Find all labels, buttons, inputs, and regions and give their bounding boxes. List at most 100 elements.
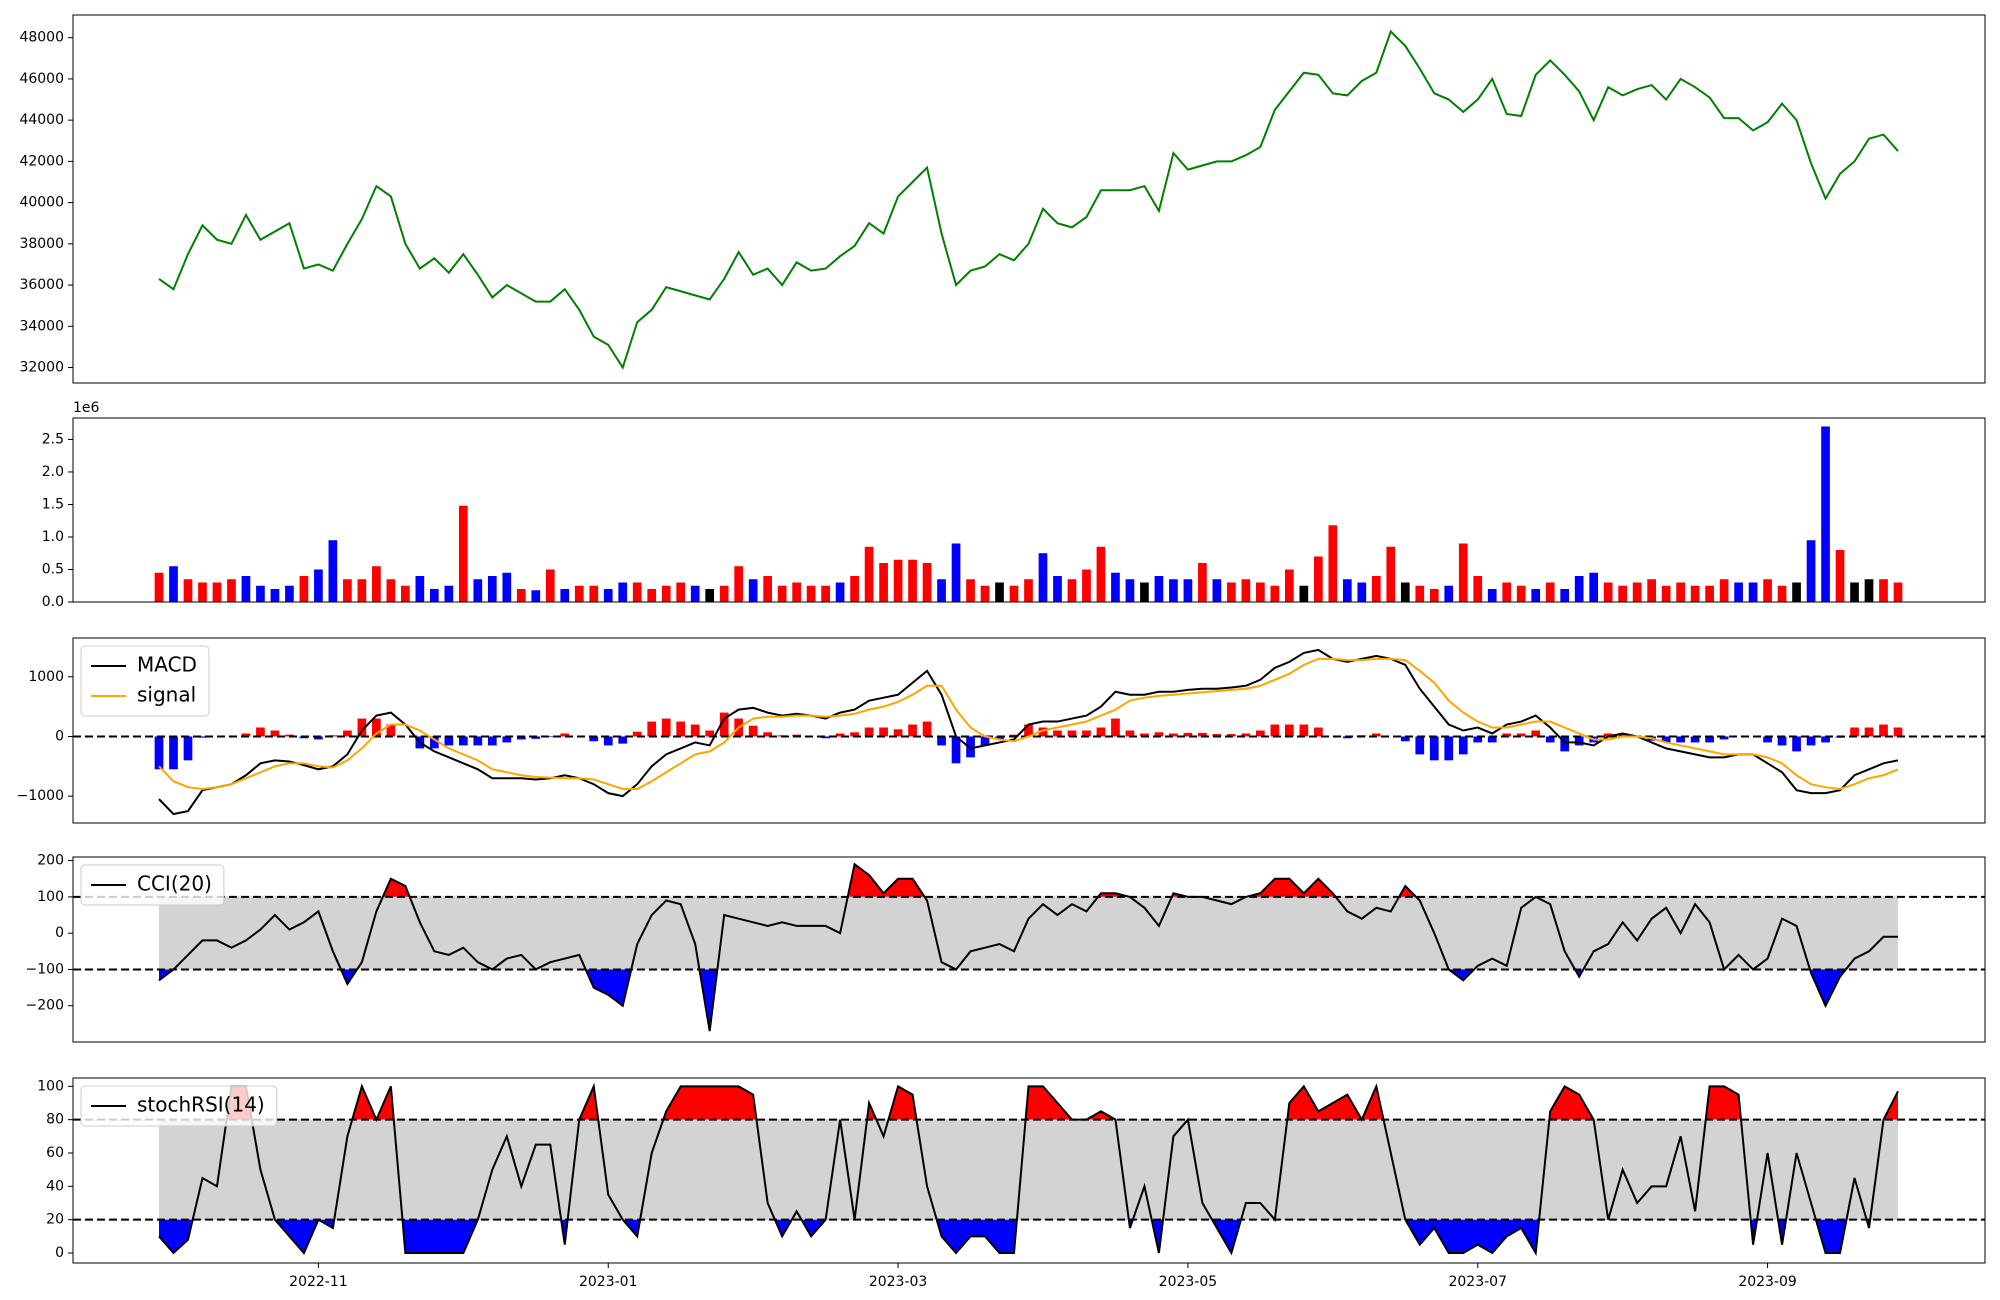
volume-bar	[1328, 525, 1338, 602]
volume-bar	[618, 582, 628, 602]
series-line	[158, 1082, 1899, 1257]
volume-bar	[458, 505, 468, 602]
volume-bar	[1719, 579, 1729, 602]
axes-frame	[72, 1077, 1986, 1264]
histogram-bar	[1719, 736, 1729, 740]
histogram-bar	[1516, 733, 1526, 737]
legend: stochRSI(14)	[80, 1085, 278, 1127]
y-tick-label: 44000	[19, 112, 64, 128]
volume-bar	[1024, 579, 1033, 602]
volume-bar	[951, 543, 961, 602]
volume-bar	[154, 572, 164, 602]
volume-bar	[1285, 569, 1294, 602]
x-tick-label: 2022-11	[289, 1274, 348, 1290]
histogram-bar	[314, 736, 323, 740]
volume-bar	[1487, 588, 1497, 602]
volume-bar	[429, 588, 439, 602]
histogram-bar	[661, 718, 671, 737]
volume-bar	[299, 575, 309, 602]
volume-bar	[1183, 579, 1193, 602]
histogram-bar	[1067, 730, 1077, 737]
volume-bar	[1850, 582, 1859, 602]
volume-bar	[1647, 579, 1656, 602]
y-tick-label: 46000	[19, 71, 64, 87]
volume-bar	[444, 585, 454, 602]
legend-label: CCI(20)	[137, 872, 212, 896]
volume-bar	[372, 566, 381, 602]
histogram-bar	[183, 736, 193, 761]
histogram-bar	[1560, 736, 1570, 752]
volume-bar	[937, 579, 946, 602]
legend-label: MACD	[137, 653, 197, 677]
neutral-band	[159, 896, 1898, 970]
legend-label: signal	[137, 683, 196, 707]
histogram-bar	[1487, 736, 1497, 743]
histogram-bar	[1893, 727, 1903, 737]
histogram-bar	[1415, 736, 1425, 755]
histogram-bar	[458, 736, 468, 746]
y-tick-label: 2.0	[42, 464, 64, 480]
histogram-bar	[386, 724, 396, 737]
volume-bar	[1574, 575, 1584, 602]
y-tick-label: 38000	[19, 236, 64, 252]
volume-bar	[763, 575, 772, 602]
volume-bar	[1864, 579, 1874, 602]
volume-bar	[1212, 579, 1222, 602]
volume-bar	[1792, 582, 1801, 602]
volume-bar	[241, 575, 251, 602]
volume-bar	[922, 562, 932, 602]
y-tick-label: 0.0	[42, 594, 64, 610]
volume-bar	[285, 585, 294, 602]
histogram-bar	[1038, 727, 1048, 737]
oversold-fill	[159, 969, 1898, 1032]
histogram-bar	[1458, 736, 1468, 755]
y-tick-label: 34000	[19, 318, 64, 334]
histogram-bar	[256, 727, 265, 737]
histogram-bar	[1313, 727, 1323, 737]
histogram-bar	[763, 732, 772, 737]
legend: MACD signal	[80, 645, 210, 717]
histogram-bar	[1705, 736, 1714, 743]
histogram-bar	[372, 718, 381, 737]
volume-bar	[879, 562, 888, 602]
volume-bar	[850, 575, 859, 602]
y-tick-label: 0	[55, 925, 64, 941]
histogram-bar	[1241, 733, 1251, 737]
legend-box	[80, 864, 225, 906]
volume-bar	[1386, 546, 1396, 602]
histogram-bar	[169, 736, 178, 770]
volume-bar	[1140, 582, 1149, 602]
histogram-bar	[1444, 736, 1454, 761]
volume-bar	[1342, 579, 1352, 602]
histogram-bar	[545, 736, 555, 738]
histogram-bar	[864, 727, 874, 737]
histogram-bar	[618, 736, 628, 744]
histogram-bar	[1125, 730, 1135, 737]
overbought-fill	[226, 1086, 1898, 1120]
histogram-bar	[748, 725, 758, 737]
volume-bar	[1009, 585, 1019, 602]
volume-bar	[343, 579, 352, 602]
histogram-bar	[1285, 724, 1294, 737]
histogram-bar	[1154, 732, 1164, 737]
histogram-bar	[1096, 727, 1106, 737]
volume-bar	[1458, 543, 1468, 602]
volume-bar	[1444, 585, 1454, 602]
histogram-bar	[632, 731, 642, 737]
histogram-bar	[198, 736, 207, 738]
volume-bar	[1661, 585, 1671, 602]
y-tick-label: 1000	[28, 669, 64, 685]
x-tick-label: 2023-05	[1159, 1274, 1218, 1290]
histogram-bar	[1198, 732, 1207, 737]
histogram-bar	[1661, 736, 1671, 743]
histogram-bar	[1400, 736, 1410, 742]
overbought-fill	[382, 864, 1417, 897]
volume-bar	[531, 590, 541, 602]
series-line	[158, 648, 1899, 816]
volume-bar	[748, 579, 758, 602]
volume-bar	[183, 579, 193, 602]
volume-bar	[893, 559, 903, 602]
y-tick-label: 100	[37, 889, 64, 905]
histogram-bar	[1169, 733, 1178, 737]
